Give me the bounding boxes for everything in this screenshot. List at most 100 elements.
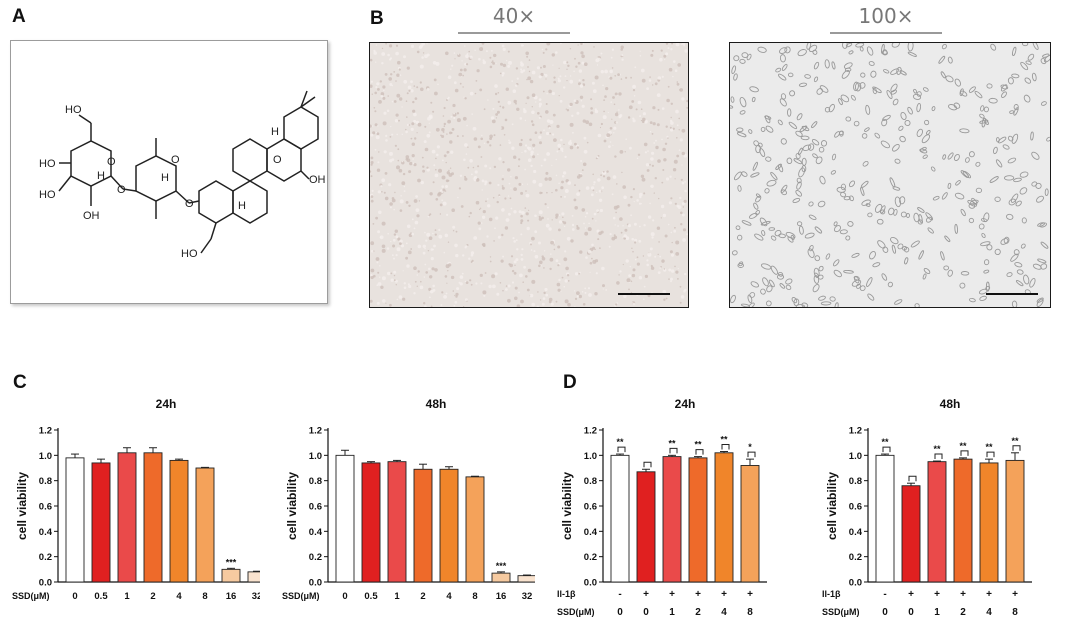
bar	[901, 485, 921, 583]
y-tick-label: 1.2	[849, 426, 862, 437]
chart-title: 48h	[940, 397, 961, 411]
bar	[361, 462, 381, 583]
atom-label: HO	[39, 158, 56, 170]
y-tick-label: 0.4	[39, 527, 53, 538]
x-tick-label: 8	[747, 607, 753, 618]
il1b-sign: +	[908, 589, 914, 600]
atom-label: HO	[181, 248, 198, 260]
y-tick-label: 1.2	[309, 426, 322, 437]
row-label-il1b: Il-1β	[557, 589, 576, 599]
x-tick-label: 1	[934, 607, 940, 618]
x-tick-label: 4	[176, 591, 182, 602]
il1b-sign: +	[747, 589, 753, 600]
panel-letter-a: A	[12, 6, 26, 27]
y-tick-label: 0.2	[849, 552, 862, 563]
atom-label: H	[161, 172, 169, 184]
x-tick-label: 0	[882, 607, 888, 618]
bar	[387, 461, 407, 583]
significance-marker: **	[959, 441, 967, 451]
bar	[439, 468, 459, 583]
x-tick-label: 1	[669, 607, 675, 618]
x-tick-label: 2	[695, 607, 701, 618]
significance-marker: **	[694, 440, 702, 450]
x-tick-label: 8	[472, 591, 477, 602]
il1b-sign: +	[695, 589, 701, 600]
bar	[927, 461, 947, 583]
x-tick-label: 2	[150, 591, 155, 602]
significance-marker: **	[933, 444, 941, 454]
bar	[465, 476, 485, 583]
panel-letter-b: B	[370, 8, 384, 29]
ring-a	[198, 180, 234, 224]
y-tick-label: 0.8	[39, 476, 52, 487]
bar	[65, 457, 85, 583]
il1b-sign: +	[960, 589, 966, 600]
bar	[169, 459, 189, 583]
y-tick-label: 0.2	[309, 552, 322, 563]
bar	[143, 452, 163, 583]
x-tick-label: 0	[908, 607, 914, 618]
significance-bracket	[986, 451, 995, 458]
atom-label: OH	[83, 210, 100, 222]
sugar-ring-1	[70, 140, 112, 187]
bar	[491, 572, 511, 583]
y-tick-label: 0.8	[849, 476, 862, 487]
bar	[953, 458, 973, 583]
row-label-il1b: Il-1β	[822, 589, 841, 599]
micrograph-100x-image	[730, 43, 1050, 307]
chart-c-24h: 24h cell viability 0.0 0.2 0.4 0.6 0.8 1.0 1.2 0 0…	[12, 397, 260, 602]
row-label-ssd: SSD(μM)	[822, 607, 860, 617]
chart-title: 24h	[156, 397, 177, 411]
y-tick-label: 0.4	[849, 527, 863, 538]
bar	[413, 468, 433, 583]
significance-marker: **	[668, 438, 676, 448]
x-tick-label: 0	[617, 607, 623, 618]
significance-bracket	[934, 453, 943, 460]
bar	[335, 454, 355, 583]
significance-bracket	[747, 451, 756, 458]
significance-marker: *	[748, 442, 752, 452]
bar	[517, 575, 535, 583]
significance-bracket	[617, 446, 626, 453]
il1b-sign: +	[1012, 589, 1018, 600]
x-tick-label: 1	[394, 591, 400, 602]
x-tick-label: 4	[446, 591, 452, 602]
bar	[662, 456, 682, 583]
atom-label: HO	[39, 189, 56, 201]
atom-label: O	[171, 154, 180, 166]
micrograph-100x	[729, 42, 1051, 308]
bar	[91, 462, 111, 583]
y-tick-label: 1.2	[39, 426, 52, 437]
x-tick-label: 4	[721, 607, 727, 618]
il1b-sign: +	[643, 589, 649, 600]
y-tick-label: 0.0	[584, 578, 597, 589]
scale-bar	[986, 293, 1038, 295]
bar	[117, 452, 137, 583]
atom-label: O	[185, 198, 194, 210]
micrograph-background	[370, 43, 688, 307]
cell-texture	[370, 43, 688, 307]
panel-letter-c: C	[13, 372, 27, 393]
x-tick-label: 0	[643, 607, 649, 618]
bar	[195, 467, 215, 583]
x-tick-label: 16	[496, 591, 507, 602]
x-tick-label: 0	[72, 591, 77, 602]
scale-bar	[618, 293, 670, 295]
atom-label: HO	[65, 104, 82, 116]
y-tick-label: 0.2	[39, 552, 52, 563]
chemical-structure-box: HO HO HO OH O O H O O H H H O OH HO	[10, 40, 328, 304]
bar	[875, 454, 895, 583]
x-tick-label: 1	[124, 591, 130, 602]
il1b-sign: +	[986, 589, 992, 600]
magnification-underline	[830, 32, 942, 34]
x-tick-label: 0.5	[364, 591, 378, 602]
x-tick-label: 0.5	[94, 591, 108, 602]
cell-texture	[730, 43, 1050, 307]
magnification-label-100x: 100×	[858, 4, 914, 28]
significance-marker: **	[881, 437, 889, 447]
y-tick-label: 0.6	[849, 502, 862, 513]
magnification-underline	[458, 32, 570, 34]
significance-marker: **	[720, 435, 728, 445]
significance-bracket	[1012, 445, 1021, 451]
